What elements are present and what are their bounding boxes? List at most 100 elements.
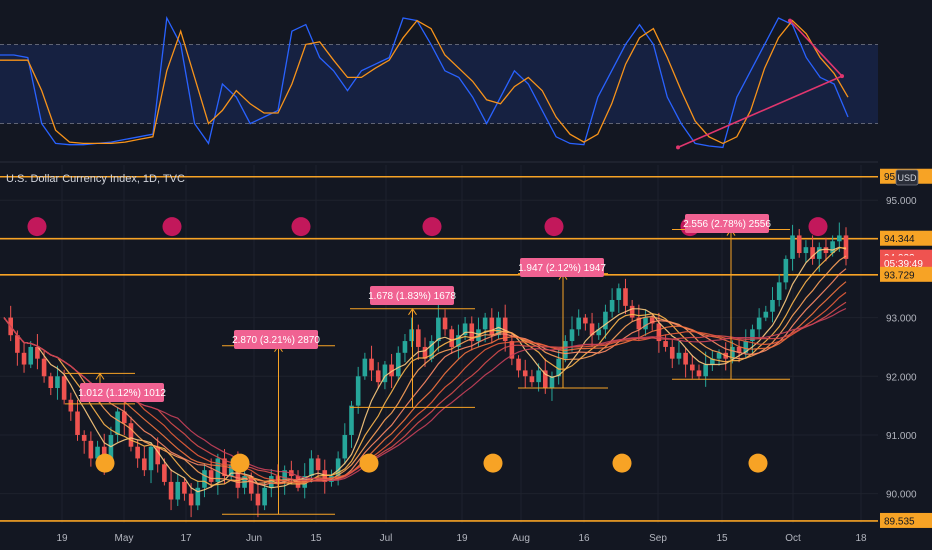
candle-body[interactable]: [28, 346, 34, 365]
candle-body[interactable]: [730, 346, 735, 359]
price-tag[interactable]: [880, 512, 932, 528]
candle-body[interactable]: [21, 352, 27, 365]
measure-tool[interactable]: 2.556 (2.78%) 2556: [672, 214, 790, 380]
osc-trend-anchor-0[interactable]: [676, 145, 680, 150]
candle-body[interactable]: [456, 335, 461, 347]
candle-body[interactable]: [81, 434, 87, 441]
candle-body[interactable]: [108, 434, 114, 465]
candle-body[interactable]: [516, 358, 521, 371]
candle-body[interactable]: [583, 317, 588, 324]
measure-tool[interactable]: 2.870 (3.21%) 2870: [222, 330, 335, 515]
osc-trend-line-falling[interactable]: [789, 20, 843, 77]
candle-body[interactable]: [576, 317, 581, 330]
candle-body[interactable]: [335, 458, 341, 477]
candle-body[interactable]: [215, 458, 221, 482]
candle-body[interactable]: [449, 329, 455, 347]
candle-body[interactable]: [61, 376, 67, 400]
candle-body[interactable]: [790, 235, 795, 259]
candle-body[interactable]: [355, 376, 361, 406]
measure-tool[interactable]: 1.012 (1.12%) 1012: [65, 372, 166, 405]
pink-marker[interactable]: [162, 217, 182, 237]
candle-body[interactable]: [810, 247, 815, 259]
candle-body[interactable]: [35, 346, 40, 359]
candle-body[interactable]: [322, 470, 328, 482]
candle-body[interactable]: [121, 411, 127, 424]
candle-body[interactable]: [529, 376, 535, 383]
candle-body[interactable]: [837, 235, 842, 242]
candle-body[interactable]: [623, 288, 628, 306]
candle-body[interactable]: [803, 247, 809, 254]
candle-body[interactable]: [502, 317, 508, 342]
candle-body[interactable]: [75, 411, 80, 435]
pink-marker[interactable]: [808, 217, 828, 237]
candle-body[interactable]: [175, 481, 181, 500]
candle-body[interactable]: [629, 305, 635, 318]
candle-body[interactable]: [248, 476, 254, 494]
candle-body[interactable]: [148, 446, 154, 471]
candle-body[interactable]: [275, 476, 281, 482]
candle-body[interactable]: [202, 470, 207, 488]
candle-body[interactable]: [776, 282, 782, 300]
candle-body[interactable]: [603, 311, 608, 330]
candle-body[interactable]: [656, 323, 662, 342]
candle-body[interactable]: [743, 341, 749, 353]
osc-trend-anchor-2[interactable]: [788, 18, 792, 23]
orange-marker[interactable]: [748, 453, 768, 473]
candle-body[interactable]: [188, 493, 194, 506]
pink-marker[interactable]: [544, 217, 564, 237]
orange-marker[interactable]: [359, 453, 379, 473]
candle-body[interactable]: [663, 341, 668, 347]
candle-body[interactable]: [830, 241, 835, 254]
price-pane[interactable]: 1.012 (1.12%) 1012 2.870 (3.21%) 2870 1.67…: [0, 165, 878, 523]
measure-tool[interactable]: 1.678 (1.83%) 1678: [350, 286, 475, 408]
candle-body[interactable]: [690, 364, 695, 371]
candle-body[interactable]: [542, 370, 548, 389]
candle-body[interactable]: [235, 464, 241, 488]
candle-body[interactable]: [616, 288, 622, 300]
candle-body[interactable]: [710, 358, 715, 365]
candle-body[interactable]: [589, 323, 595, 336]
orange-marker[interactable]: [612, 453, 632, 473]
candle-body[interactable]: [155, 446, 160, 465]
candle-body[interactable]: [596, 329, 602, 336]
candle-body[interactable]: [750, 329, 755, 342]
candle-body[interactable]: [95, 446, 100, 459]
candle-body[interactable]: [222, 458, 227, 477]
candle-body[interactable]: [182, 481, 187, 494]
candle-body[interactable]: [563, 341, 568, 359]
candle-body[interactable]: [549, 376, 555, 389]
candle-body[interactable]: [796, 235, 802, 254]
candle-body[interactable]: [676, 352, 682, 359]
pink-marker[interactable]: [27, 217, 47, 237]
candle-body[interactable]: [208, 470, 214, 482]
candle-body[interactable]: [422, 346, 428, 359]
candle-body[interactable]: [783, 258, 789, 283]
candle-body[interactable]: [816, 247, 822, 259]
candle-body[interactable]: [342, 434, 348, 459]
candle-body[interactable]: [756, 317, 762, 330]
candle-body[interactable]: [442, 317, 448, 330]
candle-body[interactable]: [88, 440, 94, 459]
price-tag[interactable]: [880, 230, 932, 246]
candle-body[interactable]: [68, 399, 74, 412]
candle-body[interactable]: [649, 317, 655, 324]
candle-body[interactable]: [128, 423, 134, 447]
candle-body[interactable]: [402, 341, 408, 353]
candle-body[interactable]: [556, 358, 561, 377]
candle-body[interactable]: [823, 247, 829, 254]
candle-body[interactable]: [482, 317, 488, 330]
candle-body[interactable]: [135, 446, 140, 459]
candle-body[interactable]: [315, 458, 321, 471]
candle-body[interactable]: [395, 352, 401, 377]
candle-body[interactable]: [496, 317, 501, 336]
candle-body[interactable]: [195, 487, 201, 506]
candle-body[interactable]: [309, 458, 314, 477]
candle-body[interactable]: [696, 370, 702, 377]
candle-body[interactable]: [716, 352, 722, 359]
candle-body[interactable]: [168, 481, 174, 500]
candle-body[interactable]: [369, 358, 374, 371]
orange-marker[interactable]: [230, 453, 250, 473]
currency-badge[interactable]: USD: [895, 169, 919, 186]
candle-body[interactable]: [115, 411, 120, 435]
candle-body[interactable]: [489, 317, 495, 336]
